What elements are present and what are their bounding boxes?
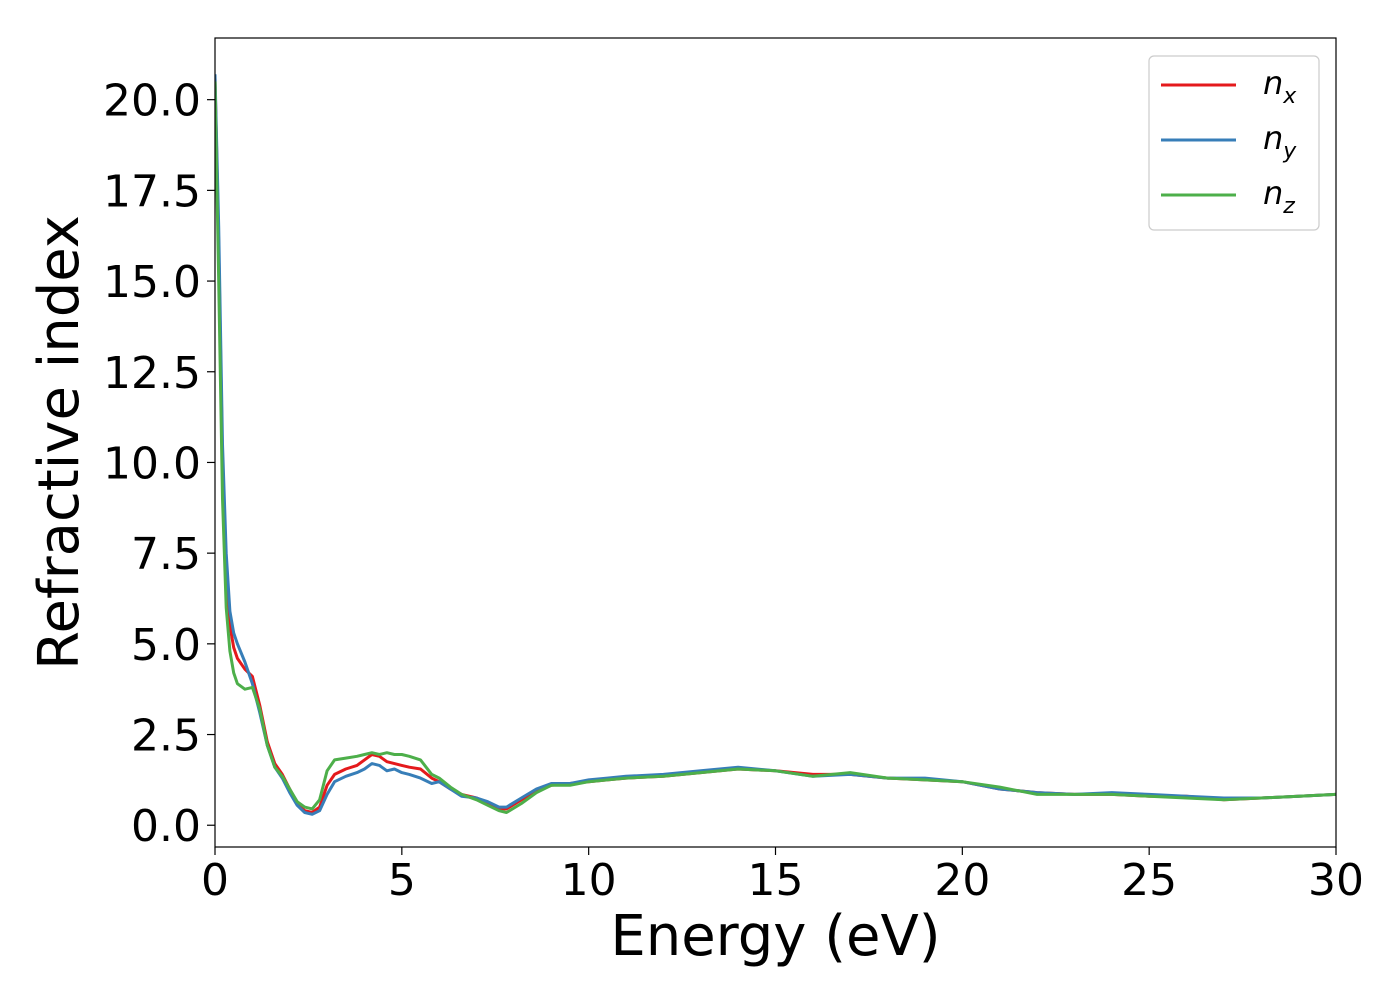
x-tick-label: 25 — [1121, 855, 1177, 906]
x-tick-label: 20 — [934, 855, 990, 906]
y-tick-label: 17.5 — [103, 166, 201, 217]
x-axis-label: Energy (eV) — [610, 904, 940, 969]
y-tick-label: 0.0 — [131, 801, 201, 852]
y-tick-label: 20.0 — [103, 76, 201, 127]
legend-box — [1148, 55, 1320, 231]
x-tick-label: 5 — [388, 855, 416, 906]
legend-label-y: ny — [1263, 119, 1297, 164]
y-tick-label: 7.5 — [131, 529, 201, 580]
series-line-z — [215, 81, 1336, 814]
x-tick-label: 0 — [201, 855, 229, 906]
y-axis-label: Refractive index — [27, 215, 92, 670]
x-tick-label: 15 — [748, 855, 804, 906]
legend-label-z: nz — [1263, 174, 1295, 219]
legend: nx ny nz — [1148, 55, 1320, 231]
series-layer — [215, 74, 1336, 816]
y-tick-label: 12.5 — [103, 348, 201, 399]
y-tick-label: 15.0 — [103, 257, 201, 308]
x-tick-label: 10 — [561, 855, 617, 906]
y-tick-label: 5.0 — [131, 620, 201, 671]
y-tick-label: 2.5 — [131, 711, 201, 762]
legend-label-x: nx — [1263, 64, 1297, 109]
axes-layer: 0 5 10 15 20 25 30 0.0 2.5 5.0 7.5 10.0 12.5 15.0 17.5… — [103, 37, 1364, 906]
x-tick-label: 30 — [1308, 855, 1364, 906]
y-tick-label: 10.0 — [103, 438, 201, 489]
